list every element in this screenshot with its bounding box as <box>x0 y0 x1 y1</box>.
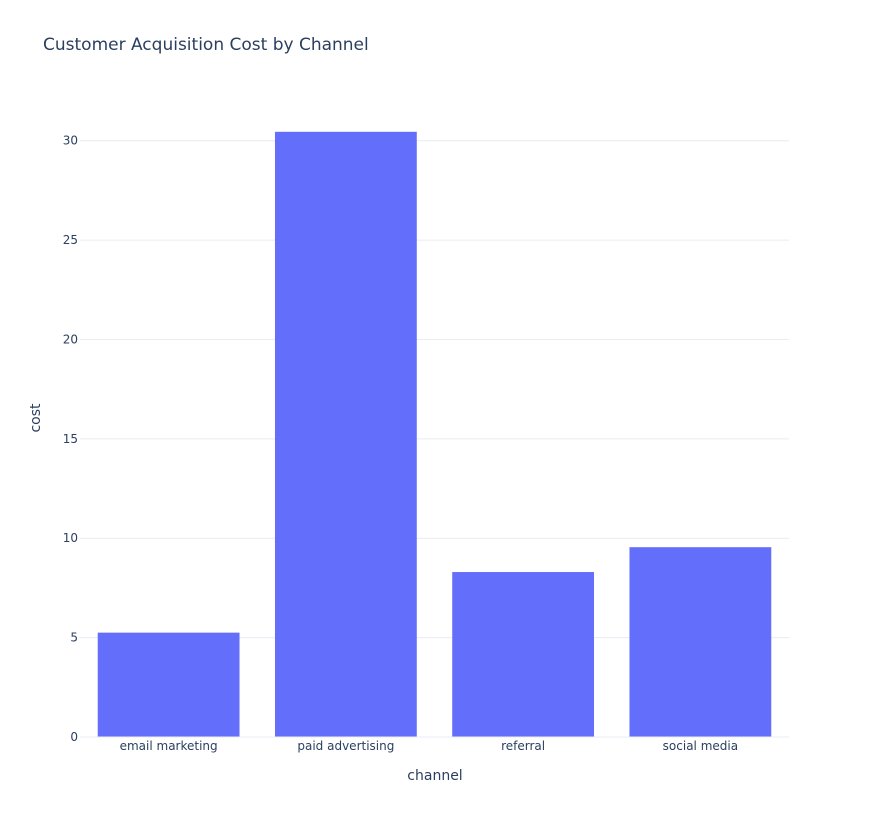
y-tick-label: 25 <box>63 233 78 247</box>
bars <box>97 131 772 738</box>
bar[interactable] <box>452 572 595 737</box>
chart-title: Customer Acquisition Cost by Channel <box>43 35 369 55</box>
x-tick-label: email marketing <box>120 739 218 753</box>
y-tick-label: 20 <box>63 332 78 346</box>
x-axis-title: channel <box>407 768 462 784</box>
y-tick-label: 15 <box>63 432 78 446</box>
x-axis-ticks: email marketing paid advertising referral s… <box>120 739 738 753</box>
x-tick-label: referral <box>501 739 545 753</box>
y-tick-label: 30 <box>63 134 78 148</box>
y-axis-ticks: 0 5 10 15 20 25 30 <box>63 134 78 744</box>
y-tick-label: 10 <box>63 531 78 545</box>
x-tick-label: social media <box>663 739 738 753</box>
bar[interactable] <box>97 632 240 737</box>
y-axis-title: cost <box>28 403 44 433</box>
bar[interactable] <box>629 547 772 737</box>
bar[interactable] <box>274 131 417 738</box>
y-tick-label: 0 <box>70 730 78 744</box>
x-tick-label: paid advertising <box>297 739 394 753</box>
y-tick-label: 5 <box>70 631 78 645</box>
